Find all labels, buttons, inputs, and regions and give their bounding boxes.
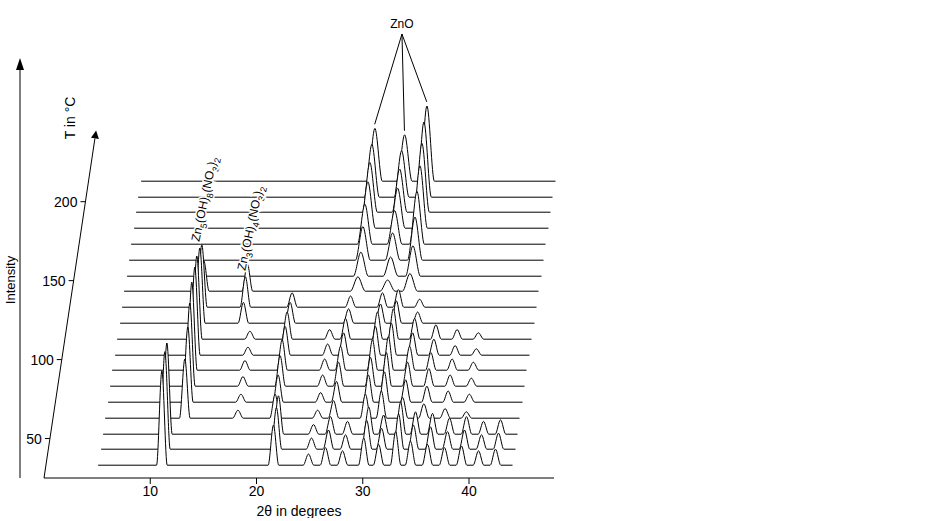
svg-text:20: 20 [249, 483, 265, 499]
svg-text:Zn5(OH)8(NO3)2: Zn5(OH)8(NO3)2 [189, 156, 224, 244]
svg-text:10: 10 [142, 483, 158, 499]
svg-text:Intensity: Intensity [3, 255, 18, 304]
svg-text:2θ in degrees: 2θ in degrees [257, 503, 342, 518]
svg-text:Zn3(OH)4(NO3)2: Zn3(OH)4(NO3)2 [234, 185, 269, 273]
svg-text:30: 30 [355, 483, 371, 499]
svg-text:50: 50 [26, 431, 42, 447]
svg-text:200: 200 [54, 194, 78, 210]
svg-text:150: 150 [42, 273, 66, 289]
svg-text:ZnO: ZnO [390, 17, 413, 31]
svg-text:40: 40 [461, 483, 477, 499]
svg-text:T in °C: T in °C [62, 97, 78, 140]
svg-text:100: 100 [30, 352, 54, 368]
